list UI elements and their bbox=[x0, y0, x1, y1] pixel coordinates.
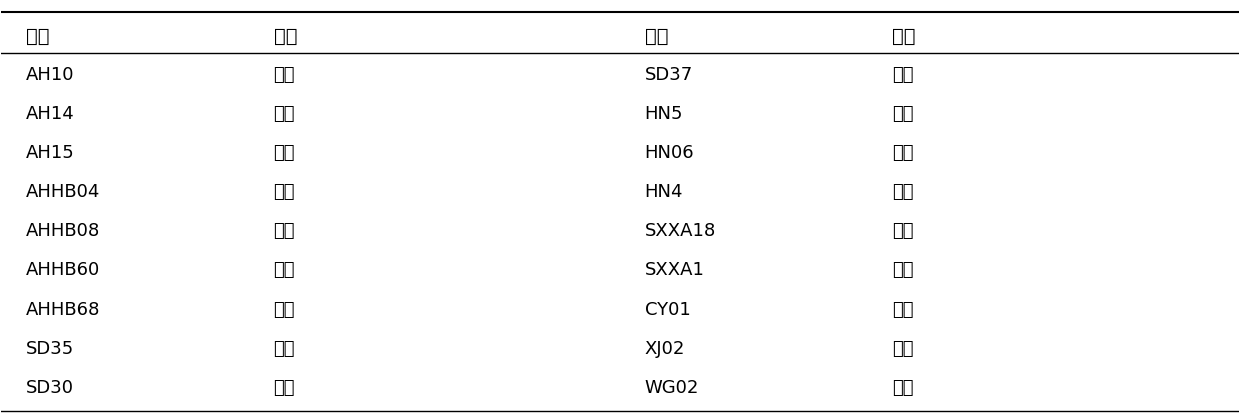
Text: 安徽: 安徽 bbox=[274, 300, 295, 318]
Text: 新疆: 新疆 bbox=[893, 339, 914, 357]
Text: 安徽: 安徽 bbox=[274, 183, 295, 201]
Text: 安徽: 安徽 bbox=[274, 66, 295, 84]
Text: SD35: SD35 bbox=[26, 339, 74, 357]
Text: WG02: WG02 bbox=[645, 379, 699, 397]
Text: 安徽: 安徽 bbox=[274, 222, 295, 241]
Text: 陕西: 陕西 bbox=[893, 261, 914, 279]
Text: 山东: 山东 bbox=[893, 66, 914, 84]
Text: 安徽: 安徽 bbox=[274, 144, 295, 162]
Text: AHHB08: AHHB08 bbox=[26, 222, 100, 241]
Text: 来源: 来源 bbox=[893, 27, 915, 46]
Text: 品种: 品种 bbox=[645, 27, 668, 46]
Text: 山东: 山东 bbox=[274, 379, 295, 397]
Text: AHHB60: AHHB60 bbox=[26, 261, 100, 279]
Text: 来源: 来源 bbox=[274, 27, 298, 46]
Text: AH15: AH15 bbox=[26, 144, 74, 162]
Text: 品种: 品种 bbox=[26, 27, 50, 46]
Text: HN5: HN5 bbox=[645, 105, 683, 123]
Text: 河南: 河南 bbox=[893, 105, 914, 123]
Text: CY01: CY01 bbox=[645, 300, 691, 318]
Text: SXXA18: SXXA18 bbox=[645, 222, 715, 241]
Text: XJ02: XJ02 bbox=[645, 339, 686, 357]
Text: HN06: HN06 bbox=[645, 144, 694, 162]
Text: 安徽: 安徽 bbox=[274, 105, 295, 123]
Text: 安徽: 安徽 bbox=[274, 261, 295, 279]
Text: 河南: 河南 bbox=[893, 183, 914, 201]
Text: 河南: 河南 bbox=[893, 144, 914, 162]
Text: SD30: SD30 bbox=[26, 379, 74, 397]
Text: AH10: AH10 bbox=[26, 66, 74, 84]
Text: AH14: AH14 bbox=[26, 105, 74, 123]
Text: HN4: HN4 bbox=[645, 183, 683, 201]
Text: SXXA1: SXXA1 bbox=[645, 261, 704, 279]
Text: 山东: 山东 bbox=[274, 339, 295, 357]
Text: AHHB68: AHHB68 bbox=[26, 300, 100, 318]
Text: AHHB04: AHHB04 bbox=[26, 183, 100, 201]
Text: 美国: 美国 bbox=[893, 379, 914, 397]
Text: SD37: SD37 bbox=[645, 66, 693, 84]
Text: 陕西: 陕西 bbox=[893, 222, 914, 241]
Text: 西藏: 西藏 bbox=[893, 300, 914, 318]
